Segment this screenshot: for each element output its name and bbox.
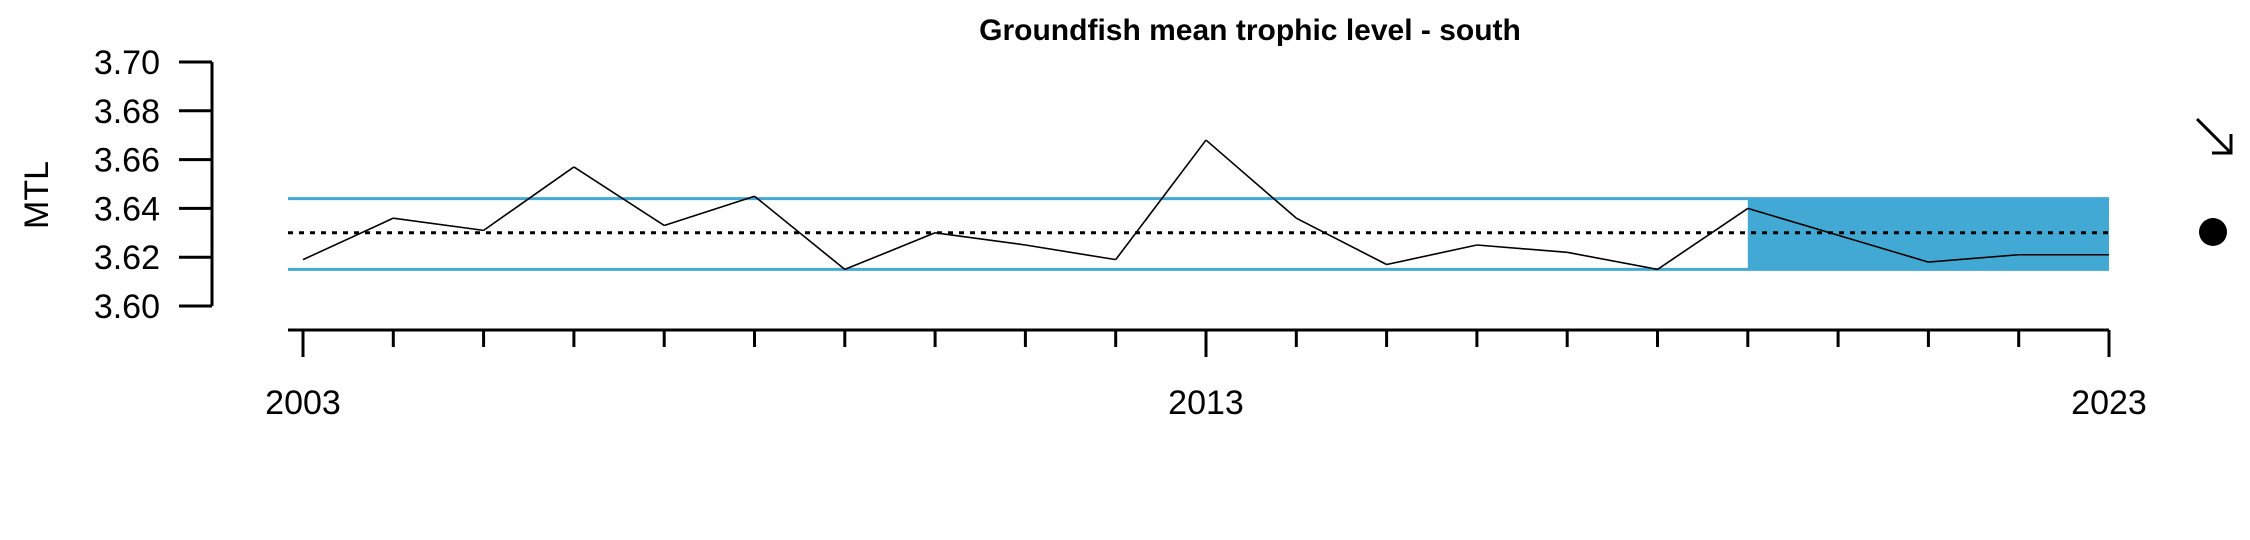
series-segment — [1115, 139, 1207, 261]
x-tick-label: 2003 — [265, 384, 341, 422]
chart-title: Groundfish mean trophic level - south — [979, 14, 1521, 47]
status-dot-icon — [2199, 218, 2227, 246]
series-segment — [934, 232, 1026, 246]
series-segment — [573, 166, 665, 227]
series-segment — [1837, 234, 1929, 263]
trend-arrow-down-right-icon — [2195, 117, 2232, 154]
y-axis-label: MTL — [18, 161, 56, 229]
series-segment — [1386, 244, 1478, 266]
series-segment — [393, 217, 484, 232]
series-segment — [1295, 217, 1387, 266]
x-axis: 2003 2013 2023 — [265, 328, 2147, 422]
sd-band-lines — [288, 197, 2109, 271]
y-tick-label: 3.60 — [94, 288, 160, 326]
indicators — [2195, 117, 2233, 246]
series-segment — [1567, 251, 1658, 271]
series-segment — [1025, 244, 1116, 261]
y-axis: 3.60 3.62 3.64 3.66 3.68 3.70 — [94, 44, 214, 326]
series-segment — [483, 166, 575, 232]
series-segment — [663, 195, 755, 227]
series-segment — [1747, 207, 1839, 237]
series-segment — [1205, 139, 1297, 219]
series-segment — [1657, 207, 1749, 271]
y-tick-label: 3.64 — [94, 190, 160, 228]
y-tick-label: 3.68 — [94, 93, 160, 131]
trend-arrow-head-icon — [2212, 134, 2233, 155]
series-segment — [1928, 253, 2019, 263]
series-segment — [844, 232, 936, 271]
y-tick-label: 3.70 — [94, 44, 160, 82]
series-segment — [753, 195, 846, 271]
x-tick-label: 2013 — [1168, 384, 1244, 422]
series-segment — [1476, 244, 1568, 254]
x-tick-label: 2023 — [2071, 384, 2147, 422]
series-segment — [302, 217, 394, 261]
series-lines — [302, 139, 2109, 271]
y-tick-label: 3.62 — [94, 239, 160, 277]
y-tick-label: 3.66 — [94, 142, 160, 180]
